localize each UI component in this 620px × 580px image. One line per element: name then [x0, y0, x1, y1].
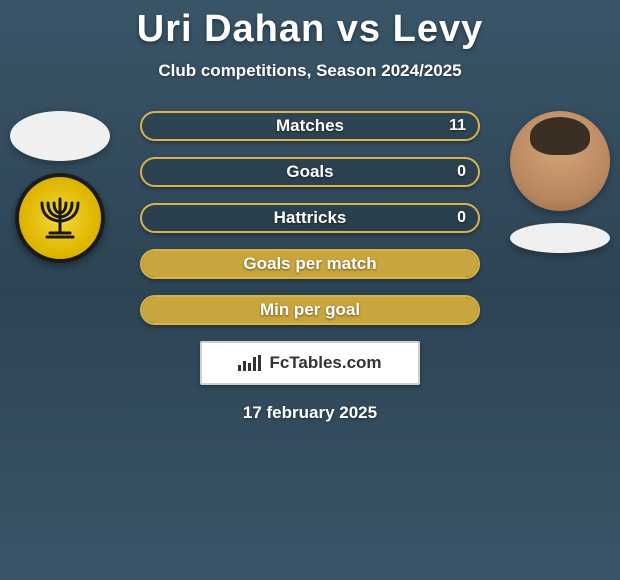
player-right-avatar	[510, 111, 610, 211]
date-text: 17 february 2025	[0, 403, 620, 423]
stat-bar: Matches 11	[140, 111, 480, 141]
stat-bars: Matches 11 Goals 0 Hattricks 0 Goals per match…	[140, 111, 480, 325]
stat-value-right: 11	[449, 117, 466, 135]
stat-label: Matches	[276, 116, 344, 136]
player-right-club-placeholder	[510, 223, 610, 253]
player-right-column	[500, 111, 620, 253]
stat-label: Hattricks	[274, 208, 347, 228]
branding-box: FcTables.com	[200, 341, 420, 385]
menorah-icon	[35, 193, 85, 243]
player-left-club-logo	[15, 173, 105, 263]
stat-bar: Min per goal	[140, 295, 480, 325]
stat-bar: Hattricks 0	[140, 203, 480, 233]
stat-label: Goals per match	[243, 254, 376, 274]
subtitle: Club competitions, Season 2024/2025	[0, 61, 620, 81]
comparison-content: Matches 11 Goals 0 Hattricks 0 Goals per match…	[0, 111, 620, 423]
stat-label: Goals	[286, 162, 333, 182]
stat-label: Min per goal	[260, 300, 360, 320]
stat-value-right: 0	[457, 163, 466, 181]
player-left-avatar-placeholder	[10, 111, 110, 161]
stat-bar: Goals 0	[140, 157, 480, 187]
stat-bar: Goals per match	[140, 249, 480, 279]
chart-icon	[238, 355, 263, 371]
branding-text: FcTables.com	[269, 353, 381, 373]
player-left-column	[0, 111, 120, 263]
stat-value-right: 0	[457, 209, 466, 227]
page-title: Uri Dahan vs Levy	[0, 0, 620, 51]
